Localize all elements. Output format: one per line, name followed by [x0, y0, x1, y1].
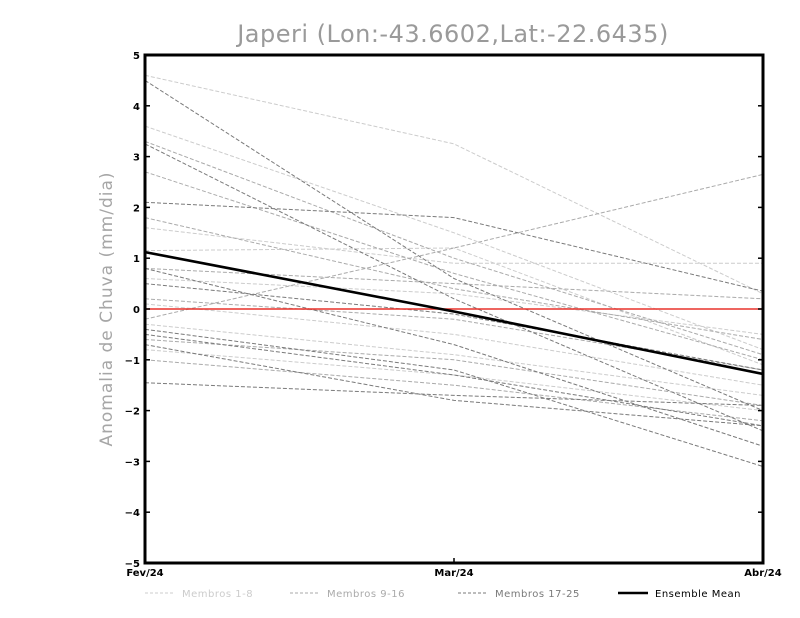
series-line-member-1: [144, 74, 764, 295]
x-tick-label: Mar/24: [434, 568, 473, 579]
legend-label: Membros 17-25: [495, 589, 580, 600]
y-tick-label: −2: [125, 407, 140, 418]
y-axis-label: Anomalia de Chuva (mm/dia): [97, 171, 117, 446]
chart-title: Japeri (Lon:-43.6602,Lat:-22.6435): [235, 20, 669, 48]
y-axis-ticks: −5 −4 −3 −2 −1 0 1 2 3 4 5: [125, 51, 763, 570]
series-line-member-17: [144, 79, 764, 412]
series-line-member-24: [144, 333, 764, 427]
y-tick-label: 1: [133, 254, 140, 265]
series-line-member-12: [144, 339, 764, 406]
series-line-member-16: [144, 140, 764, 356]
y-tick-label: 0: [133, 305, 140, 316]
series-line-member-20: [144, 267, 764, 447]
y-tick-label: 2: [133, 203, 140, 214]
y-tick-label: 4: [133, 102, 140, 113]
series-line-member-4: [144, 247, 764, 366]
series-line-member-7: [144, 349, 764, 412]
ensemble-mean-layer: [144, 250, 764, 376]
legend-label: Ensemble Mean: [655, 589, 741, 600]
series-line-member-15: [144, 359, 764, 422]
series-line-member-23: [144, 382, 764, 406]
y-tick-label: −3: [125, 457, 140, 468]
x-tick-label: Abr/24: [744, 568, 781, 579]
series-line-member-5: [144, 303, 764, 386]
series-line-member-19: [144, 143, 764, 432]
legend-label: Membros 9-16: [327, 589, 405, 600]
series-line-member-11: [144, 173, 764, 320]
series-line-member-10: [144, 267, 764, 300]
series-line-member-22: [144, 344, 764, 427]
series-line-member-9: [144, 171, 764, 361]
series-line-ensemble-mean: [144, 250, 764, 376]
legend-label: Membros 1-8: [182, 589, 253, 600]
series-line-member-21: [144, 328, 764, 467]
series-line-member-18: [144, 201, 764, 292]
series-line-member-3: [144, 227, 763, 264]
y-tick-label: −4: [125, 508, 140, 519]
y-tick-label: 3: [133, 153, 140, 164]
series-line-member-2: [144, 125, 764, 351]
y-tick-label: −1: [125, 356, 140, 367]
series-line-member-8: [144, 278, 764, 335]
series-line-member-25: [144, 283, 764, 371]
series-layer: [144, 74, 764, 467]
x-tick-label: Fev/24: [126, 568, 163, 579]
legend: Membros 1-8 Membros 9-16 Membros 17-25 Ense…: [145, 589, 741, 600]
y-tick-label: 5: [133, 51, 140, 62]
series-line-member-6: [144, 323, 764, 396]
y-tick-label: −5: [125, 559, 140, 570]
x-axis-ticks: Fev/24 Mar/24 Abr/24: [126, 558, 782, 579]
